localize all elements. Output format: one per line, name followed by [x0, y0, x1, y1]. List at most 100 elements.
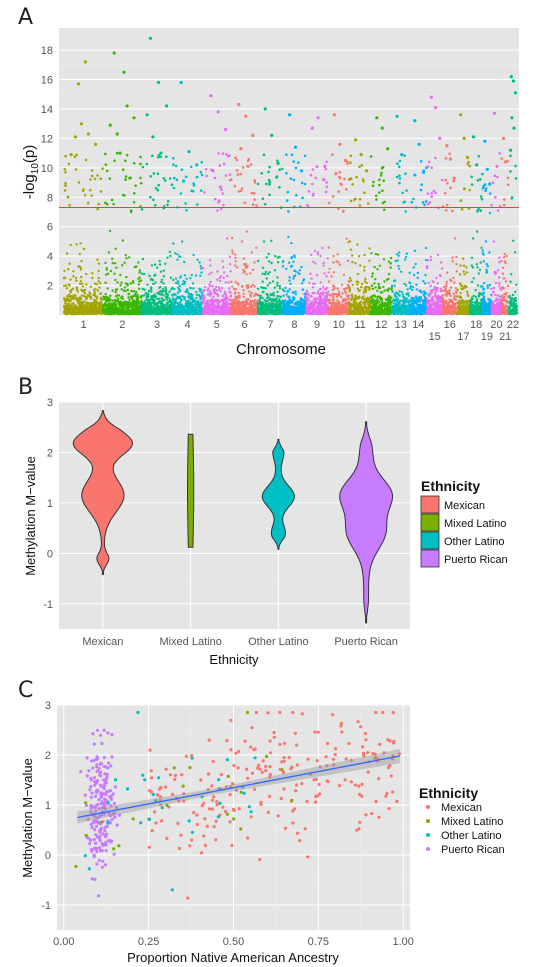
manhattan-point: [313, 282, 316, 285]
manhattan-point: [192, 182, 195, 185]
manhattan-point: [112, 202, 115, 206]
manhattan-point: [212, 311, 215, 315]
manhattan-point: [240, 308, 243, 311]
manhattan-point: [289, 265, 293, 268]
manhattan-point: [185, 305, 189, 309]
manhattan-point: [223, 310, 226, 313]
manhattan-peak-point: [216, 110, 220, 114]
manhattan-peak-point: [73, 135, 77, 139]
manhattan-point: [290, 255, 293, 259]
manhattan-point: [374, 252, 378, 256]
manhattan-point: [173, 176, 176, 180]
manhattan-point: [66, 303, 70, 306]
manhattan-point: [196, 258, 199, 261]
manhattan-point: [348, 240, 352, 243]
manhattan-point: [279, 295, 282, 298]
manhattan-point: [383, 312, 387, 315]
manhattan-point: [253, 312, 257, 315]
manhattan-point: [121, 264, 124, 267]
manhattan-point: [379, 296, 382, 300]
manhattan-point: [379, 304, 382, 307]
manhattan-point: [71, 295, 75, 298]
manhattan-point: [215, 307, 219, 310]
manhattan-point: [332, 261, 335, 264]
manhattan-point: [248, 312, 252, 316]
manhattan-point: [74, 304, 77, 307]
manhattan-point: [314, 176, 318, 180]
manhattan-point: [371, 308, 375, 311]
manhattan-peak-point: [122, 70, 126, 74]
manhattan-peak-point: [380, 126, 384, 130]
manhattan-point: [265, 296, 269, 300]
manhattan-point: [358, 295, 361, 298]
manhattan-point: [177, 282, 180, 285]
manhattan-point: [99, 301, 102, 305]
manhattan-point: [226, 274, 229, 278]
manhattan-point: [262, 307, 266, 310]
manhattan-peak-point: [209, 94, 213, 98]
manhattan-point: [383, 289, 386, 292]
manhattan-point: [287, 295, 290, 298]
manhattan-point: [372, 305, 375, 308]
manhattan-point: [288, 309, 291, 312]
manhattan-point: [175, 301, 178, 305]
manhattan-point: [183, 296, 186, 299]
manhattan-point: [70, 313, 73, 316]
manhattan-point: [311, 168, 315, 171]
manhattan-peak-point: [76, 82, 80, 86]
manhattan-point: [382, 285, 385, 288]
manhattan-peak-point: [316, 116, 320, 120]
manhattan-peak-point: [338, 142, 342, 146]
manhattan-point: [139, 162, 142, 166]
manhattan-peak-point: [118, 151, 122, 155]
manhattan-point: [260, 172, 264, 175]
manhattan-point: [344, 302, 347, 305]
manhattan-point: [281, 299, 285, 302]
manhattan-point: [151, 294, 154, 298]
manhattan-point: [97, 277, 100, 280]
manhattan-point: [246, 286, 249, 290]
manhattan-point: [153, 304, 157, 307]
manhattan-point: [93, 282, 97, 285]
manhattan-point: [150, 264, 154, 267]
manhattan-point: [327, 280, 331, 283]
manhattan-point: [109, 305, 112, 308]
manhattan-point: [285, 311, 289, 315]
manhattan-point: [276, 159, 279, 163]
manhattan-point: [230, 309, 233, 312]
manhattan-point: [63, 276, 67, 280]
manhattan-point: [231, 252, 234, 255]
manhattan-point: [292, 309, 296, 312]
manhattan-point: [205, 312, 208, 315]
manhattan-point: [335, 295, 339, 298]
manhattan-point: [285, 293, 288, 296]
manhattan-point: [119, 296, 123, 299]
manhattan-point: [123, 300, 126, 303]
manhattan-point: [257, 301, 260, 305]
manhattan-point: [65, 284, 68, 287]
manhattan-point: [132, 161, 136, 165]
manhattan-point: [77, 307, 80, 310]
manhattan-point: [137, 261, 140, 264]
manhattan-point: [123, 261, 126, 264]
manhattan-point: [190, 273, 193, 277]
manhattan-point: [264, 270, 268, 274]
manhattan-point: [114, 290, 117, 294]
manhattan-point: [91, 308, 94, 312]
manhattan-point: [250, 191, 254, 195]
manhattan-point: [288, 288, 291, 291]
manhattan-point: [75, 279, 78, 282]
manhattan-point: [108, 300, 111, 303]
manhattan-point: [193, 303, 197, 306]
manhattan-point: [377, 282, 380, 286]
manhattan-point: [124, 254, 127, 257]
manhattan-point: [284, 306, 287, 309]
manhattan-point: [224, 297, 227, 300]
manhattan-points: [59, 36, 519, 316]
manhattan-point: [99, 308, 102, 311]
manhattan-point: [229, 294, 233, 298]
manhattan-point: [268, 180, 272, 183]
manhattan-point: [261, 290, 264, 294]
manhattan-point: [105, 267, 108, 270]
